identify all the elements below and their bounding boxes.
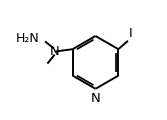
Text: H₂N: H₂N [15, 32, 39, 45]
Text: N: N [91, 92, 100, 105]
Text: I: I [129, 27, 132, 40]
Text: N: N [50, 45, 59, 58]
